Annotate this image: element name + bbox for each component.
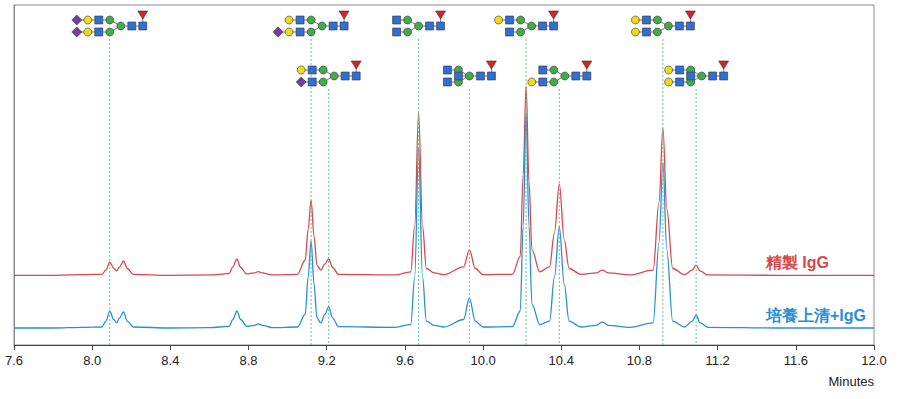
svg-text:7.6: 7.6 [5,353,23,368]
svg-text:11.6: 11.6 [784,353,808,368]
svg-text:8.8: 8.8 [240,353,258,368]
svg-text:Minutes: Minutes [828,374,874,389]
svg-text:精製 IgG: 精製 IgG [765,254,829,271]
svg-text:12.0: 12.0 [861,353,886,368]
svg-text:8.4: 8.4 [161,353,179,368]
svg-text:10.8: 10.8 [627,353,652,368]
svg-text:9.2: 9.2 [318,353,336,368]
svg-text:培養上清+IgG: 培養上清+IgG [765,307,866,324]
svg-text:8.0: 8.0 [83,353,101,368]
svg-text:11.2: 11.2 [705,353,729,368]
svg-text:10.4: 10.4 [549,353,574,368]
svg-text:9.6: 9.6 [396,353,414,368]
svg-text:10.0: 10.0 [470,353,495,368]
